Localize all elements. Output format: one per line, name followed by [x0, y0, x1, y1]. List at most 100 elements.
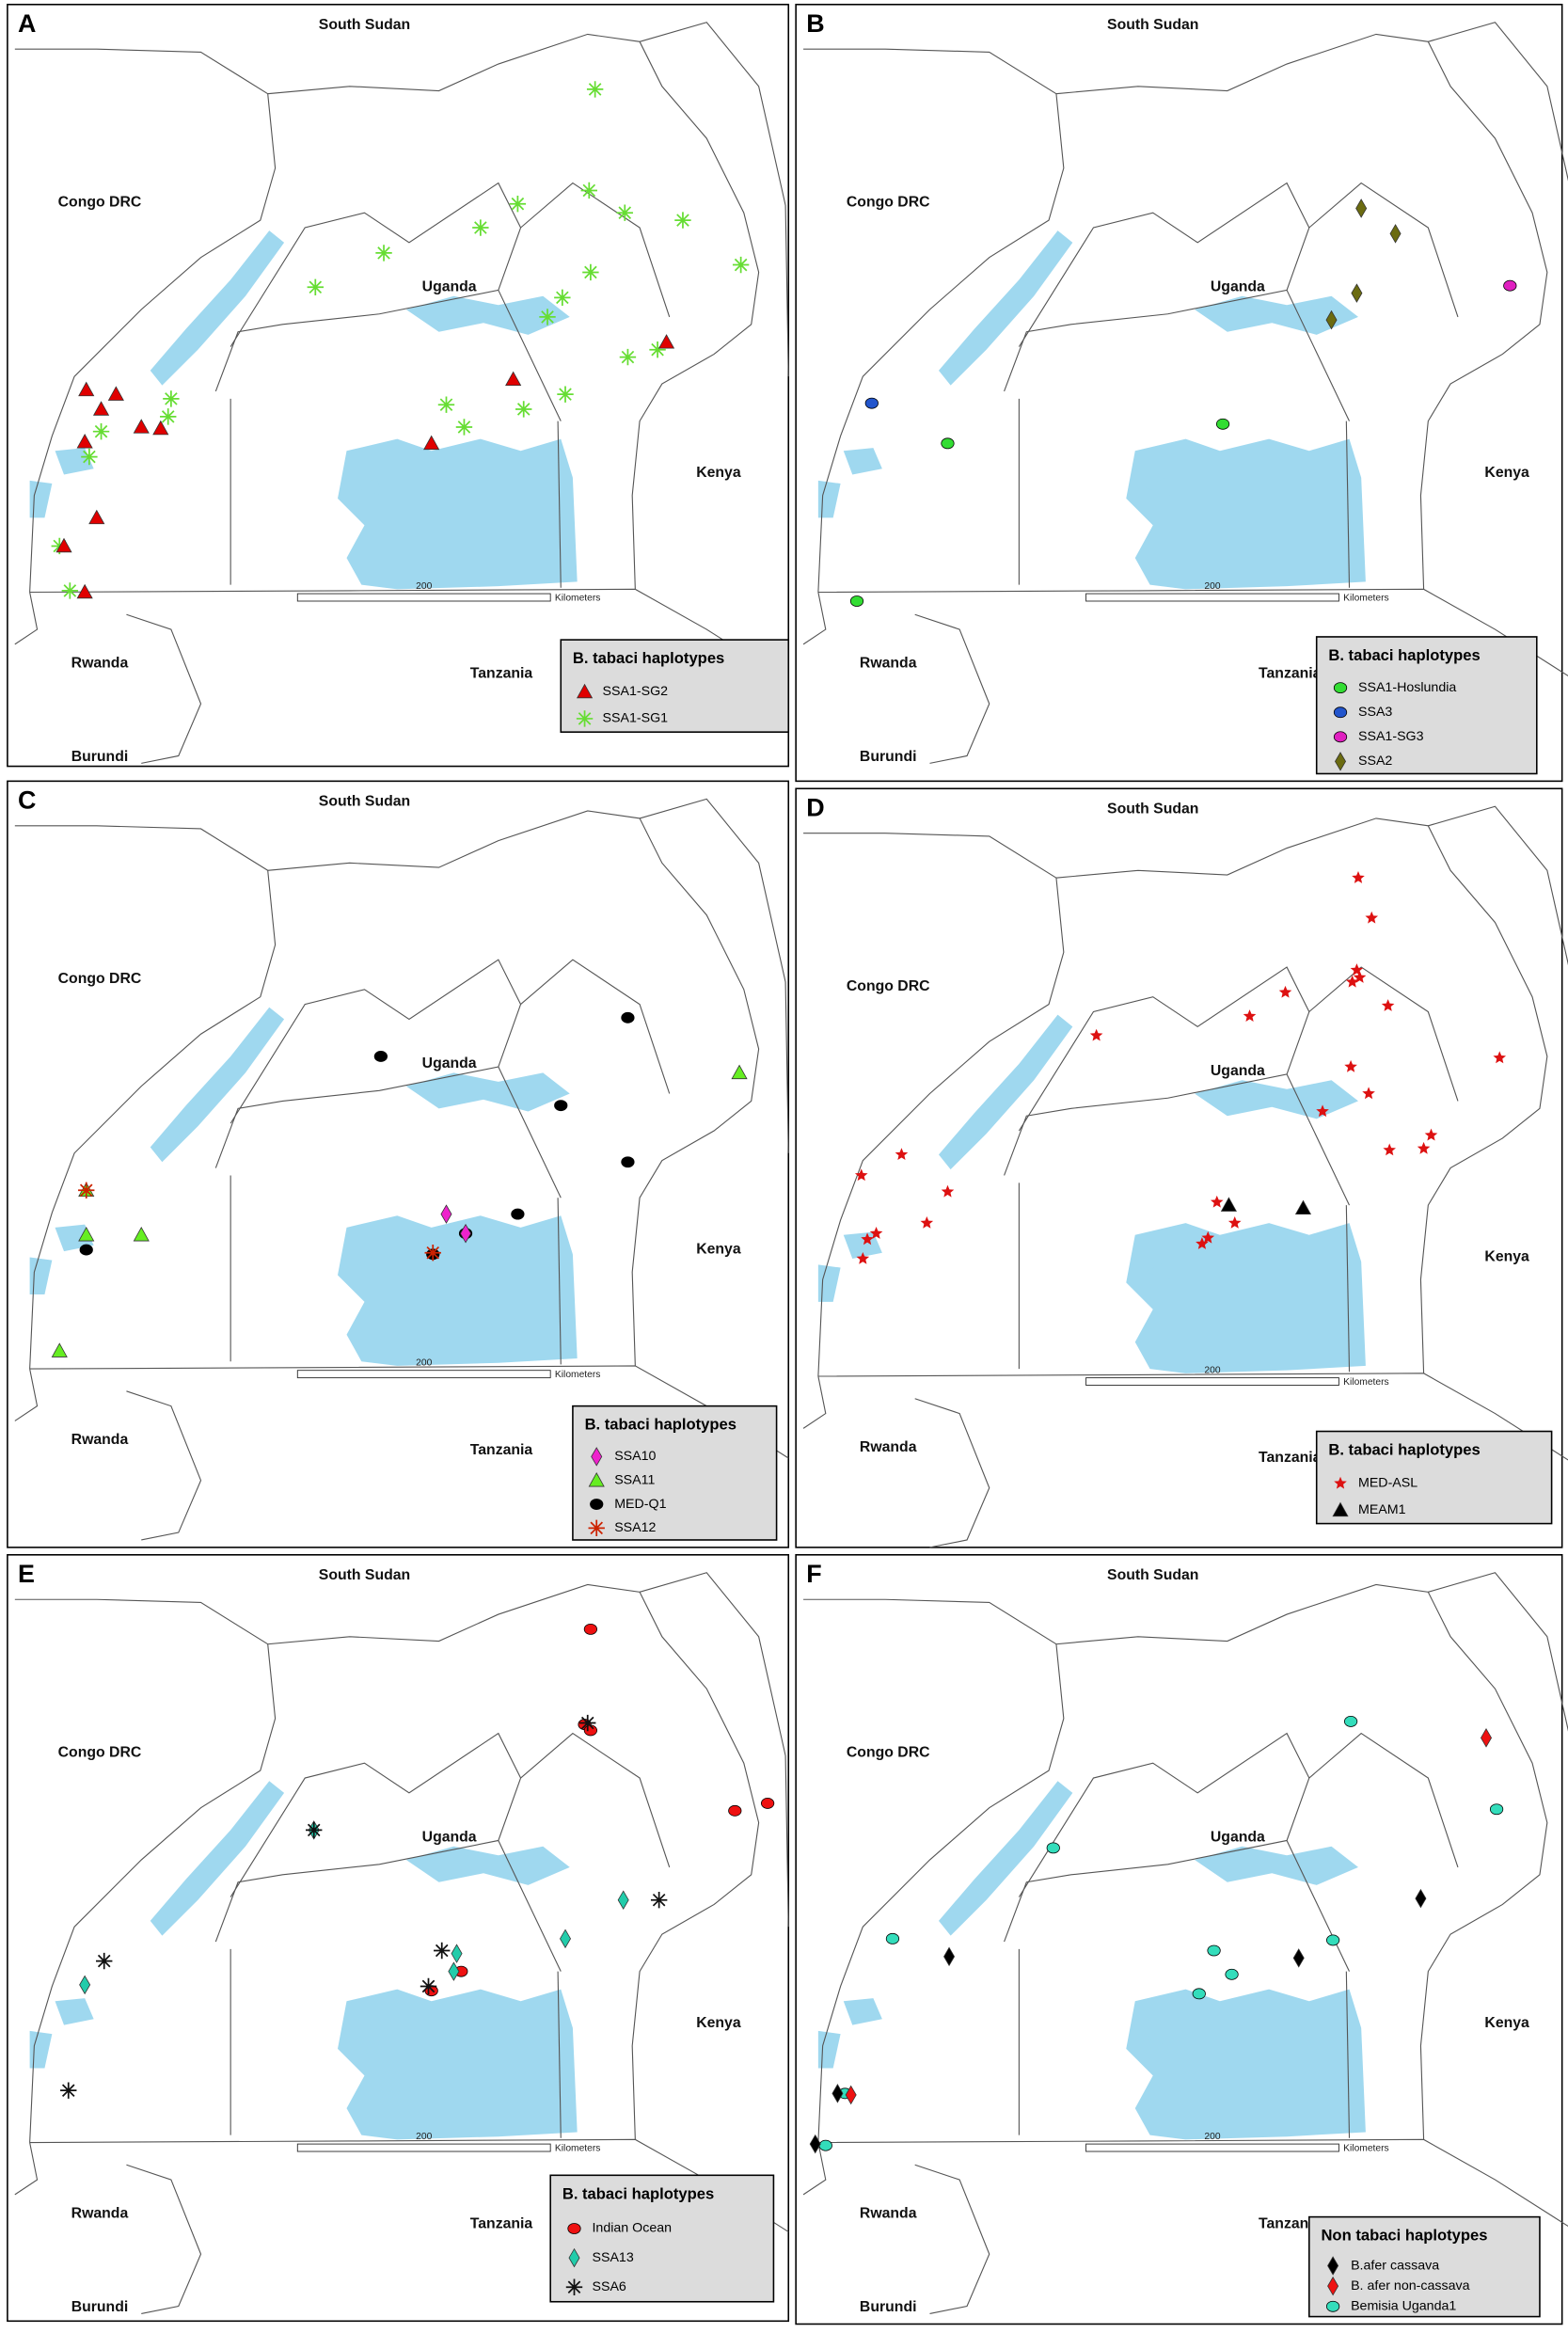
border [14, 2142, 39, 2196]
legend-entry: MED-Q1 [614, 1497, 666, 1512]
place-name: Kenya [696, 2015, 741, 2031]
legend-title: B. tabaci haplotypes [1328, 1440, 1480, 1458]
asterisk-marker [160, 408, 177, 425]
place-name: Tanzania [470, 1442, 533, 1458]
border [1018, 1732, 1310, 1897]
border [230, 959, 522, 1124]
lake [1195, 1080, 1358, 1119]
place-name: Congo DRC [58, 971, 142, 987]
border [803, 48, 1057, 95]
circle-marker [1325, 2300, 1340, 2312]
border [1286, 1073, 1351, 1206]
panel-label: B [806, 9, 824, 38]
border [1345, 1205, 1351, 1373]
scale-unit: Kilometers [1343, 2144, 1389, 2154]
lake [938, 1014, 1073, 1170]
lake [1126, 1223, 1366, 1373]
legend-entry: SSA1-Hoslundia [1358, 680, 1456, 695]
scale-bar [296, 2143, 551, 2152]
asterisk-marker [509, 196, 527, 213]
circle-marker [1325, 1934, 1340, 1946]
lake [338, 438, 578, 590]
place-name: Uganda [422, 1055, 477, 1071]
diamond-marker [591, 1447, 603, 1467]
diamond-marker [560, 1928, 571, 1949]
triangle-marker [107, 386, 124, 401]
border [498, 1066, 562, 1198]
panel-frame [795, 1554, 1563, 2325]
triangle-marker [92, 401, 110, 416]
place-name: Uganda [1211, 278, 1265, 294]
legend-title: Non tabaci haplotypes [1321, 2227, 1487, 2245]
legend-box [572, 1405, 778, 1541]
triangle-marker [576, 683, 594, 699]
star-marker [895, 1148, 909, 1161]
place-name: South Sudan [319, 794, 410, 810]
triangle-marker [505, 371, 522, 387]
legend-entry: SSA2 [1358, 754, 1392, 769]
asterisk-marker [674, 212, 691, 229]
triangle-marker [1220, 1197, 1237, 1212]
asterisk-marker [579, 1714, 596, 1732]
border [802, 592, 827, 645]
asterisk-marker [565, 2278, 583, 2295]
border [14, 1368, 39, 1421]
asterisk-marker [515, 401, 532, 418]
circle-marker [1215, 418, 1230, 430]
circle-marker [1207, 1944, 1221, 1957]
lake [29, 480, 53, 518]
asterisk-marker [81, 448, 98, 466]
place-name: Burundi [71, 2299, 129, 2315]
diamond-marker [451, 1944, 463, 1963]
panel-label: F [806, 1560, 821, 1588]
lake [29, 2030, 53, 2069]
lake [843, 448, 882, 475]
border [230, 1732, 522, 1897]
legend-entry: Indian Ocean [592, 2221, 672, 2236]
border [1428, 805, 1568, 966]
star-marker [869, 1227, 883, 1239]
asterisk-marker [619, 348, 637, 366]
lake [1195, 1846, 1358, 1885]
lake [1145, 1262, 1171, 1280]
legend-entry: Bemisia Uganda1 [1351, 2299, 1456, 2314]
diamond-marker [617, 1890, 629, 1911]
diamond-marker [1481, 1728, 1493, 1748]
panel-label: C [18, 786, 36, 815]
scale-label: 200 [416, 1357, 432, 1368]
lake [338, 1215, 578, 1366]
triangle-marker [51, 1342, 68, 1357]
border [557, 421, 562, 588]
map-panel: F South Sudan Congo DRC Uganda Kenya Rwanda Ta… [795, 1554, 1568, 2325]
border [14, 1598, 268, 1645]
legend-title: B. tabaci haplotypes [562, 2184, 714, 2202]
legend-entry: SSA1-SG1 [603, 711, 669, 726]
legend-entry: SSA1-SG2 [603, 684, 669, 699]
asterisk-marker [649, 341, 666, 358]
border [817, 2138, 1568, 2228]
lake [356, 1254, 383, 1273]
circle-marker [941, 437, 955, 450]
circle-marker [373, 1051, 388, 1062]
place-name: Rwanda [71, 2206, 129, 2222]
place-name: Burundi [860, 2299, 917, 2315]
border [914, 613, 990, 764]
asterisk-marker [539, 309, 556, 325]
star-marker [1350, 963, 1364, 976]
scale-unit: Kilometers [555, 594, 601, 604]
legend-entry: SSA3 [1358, 705, 1392, 720]
asterisk-marker [576, 710, 594, 727]
lake [817, 1264, 841, 1302]
scale-label: 200 [416, 581, 432, 592]
diamond-marker [1351, 283, 1363, 303]
border [14, 592, 39, 645]
circle-marker [818, 2139, 832, 2151]
triangle-marker [731, 1064, 748, 1080]
asterisk-marker [732, 256, 750, 274]
border [1018, 182, 1310, 347]
diamond-marker [568, 2247, 580, 2268]
place-name: Uganda [1211, 1829, 1265, 1845]
place-name: Rwanda [860, 2206, 917, 2222]
place-name: South Sudan [1107, 17, 1198, 33]
